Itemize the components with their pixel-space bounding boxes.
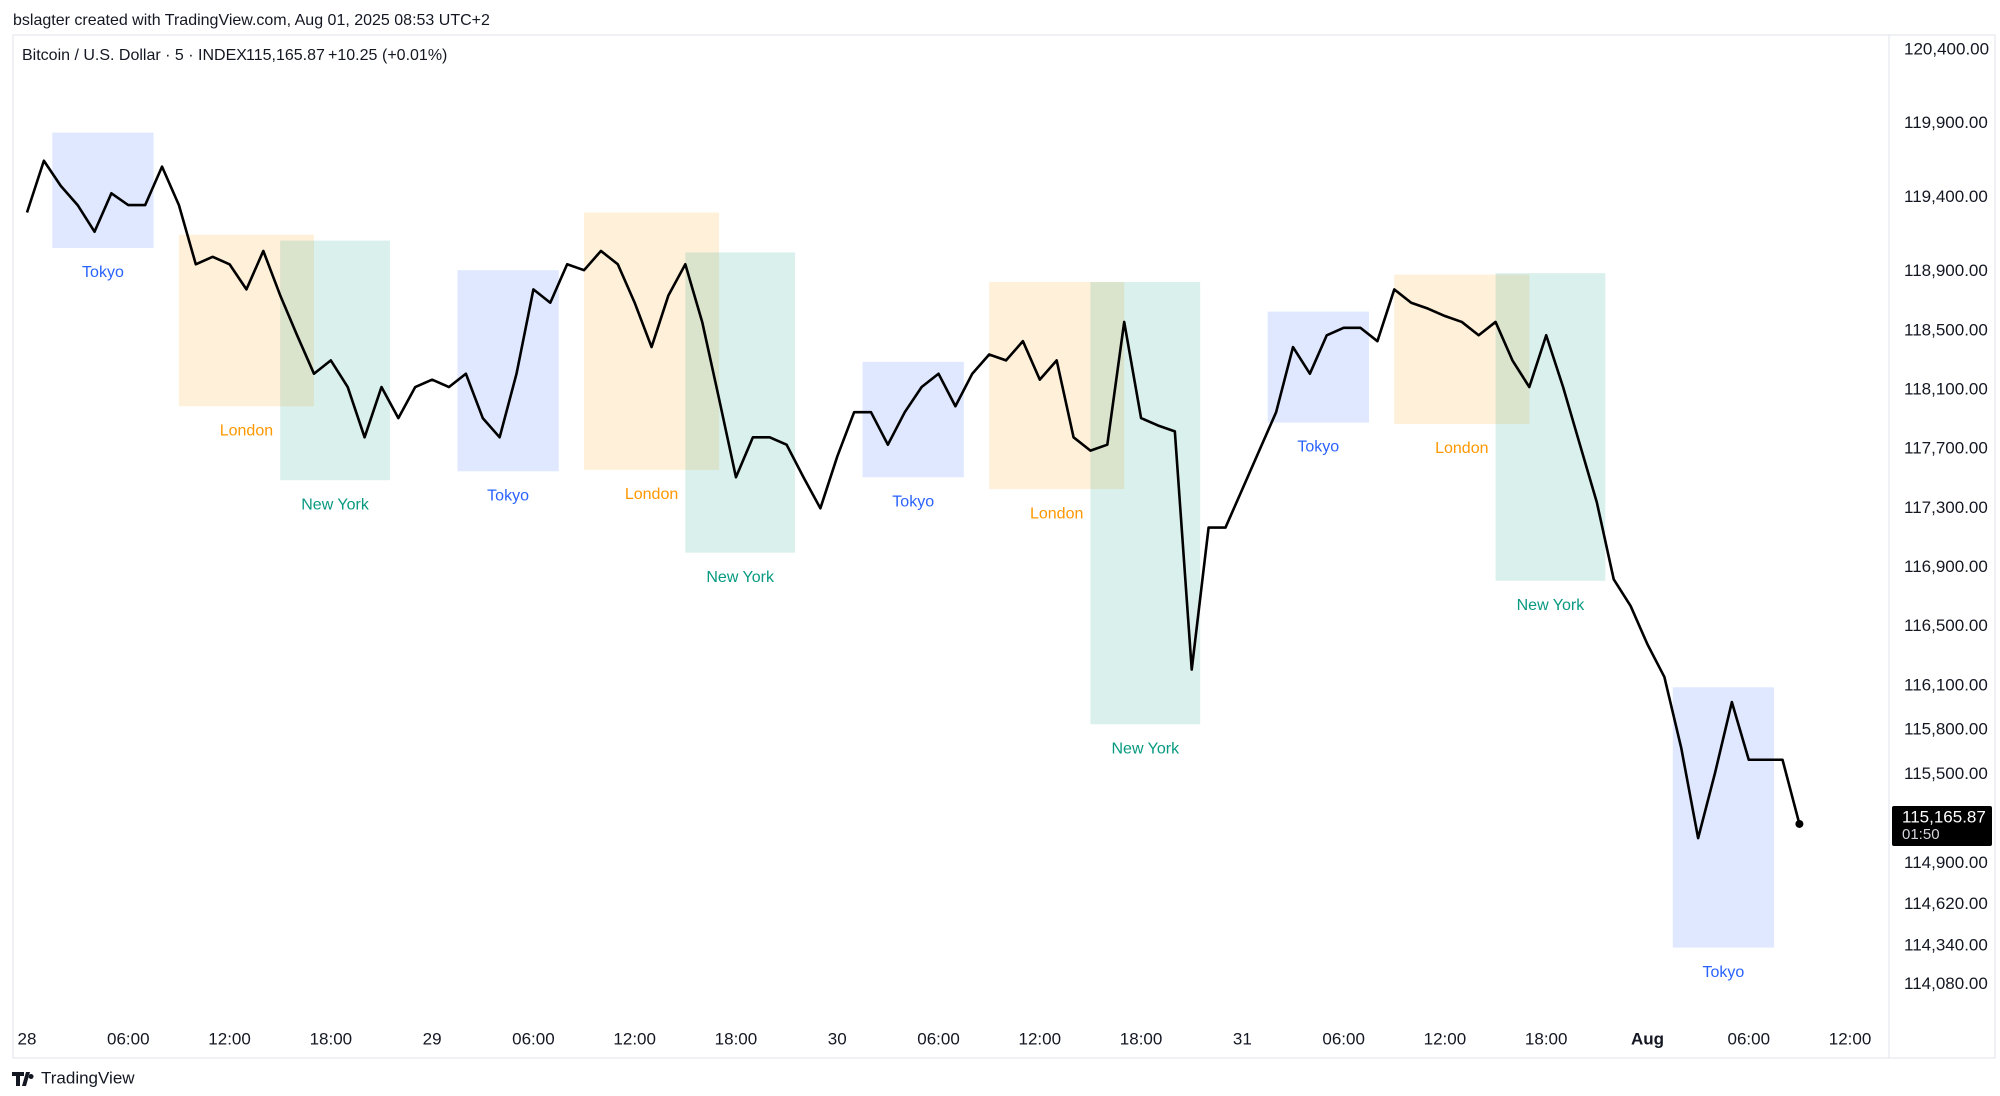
x-tick-label: 12:00 xyxy=(208,1029,251,1048)
y-tick-label: 118,100.00 xyxy=(1904,379,1988,398)
session-box xyxy=(457,270,559,472)
x-tick-label: 29 xyxy=(423,1029,442,1048)
y-tick-label: 117,700.00 xyxy=(1904,439,1988,458)
session-box xyxy=(1495,273,1606,581)
price-box xyxy=(1892,805,1992,846)
x-tick-label: 06:00 xyxy=(1322,1029,1365,1048)
y-tick-label: 114,620.00 xyxy=(1904,894,1988,913)
x-tick-label: 12:00 xyxy=(1019,1029,1062,1048)
x-tick-label: 28 xyxy=(18,1029,37,1048)
header-price: 115,165.87 xyxy=(246,47,325,64)
session-box xyxy=(280,240,390,481)
header-change-pct: (+0.01%) xyxy=(382,47,447,64)
x-tick-label: Aug xyxy=(1631,1029,1664,1048)
y-tick-label: 115,500.00 xyxy=(1904,764,1988,783)
session-label: London xyxy=(625,486,678,503)
x-tick-label: 06:00 xyxy=(1727,1029,1770,1048)
session-label: London xyxy=(220,422,273,439)
session-box xyxy=(1267,311,1369,423)
x-tick-label: 06:00 xyxy=(107,1029,150,1048)
session-box xyxy=(1672,687,1775,948)
y-tick-label: 115,800.00 xyxy=(1904,720,1988,739)
session-box xyxy=(1090,282,1201,725)
session-label: London xyxy=(1435,440,1488,457)
last-point xyxy=(1795,819,1804,828)
y-tick-label: 116,100.00 xyxy=(1904,675,1988,694)
session-label: Tokyo xyxy=(82,264,124,281)
session-label: New York xyxy=(1112,740,1181,757)
x-tick-label: 12:00 xyxy=(1424,1029,1467,1048)
x-tick-label: 31 xyxy=(1233,1029,1252,1048)
x-tick-label: 06:00 xyxy=(512,1029,555,1048)
x-tick-label: 12:00 xyxy=(613,1029,656,1048)
session-box xyxy=(52,132,154,248)
session-label: Tokyo xyxy=(1703,964,1745,981)
brand: TradingView xyxy=(41,1068,135,1087)
credit: bslagter created with TradingView.com, A… xyxy=(13,12,490,29)
y-tick-label: 114,080.00 xyxy=(1904,974,1988,993)
session-box xyxy=(685,252,796,553)
countdown: 01:50 xyxy=(1902,826,1940,843)
brand-logo xyxy=(12,1072,34,1086)
y-tick-label: 119,400.00 xyxy=(1904,187,1988,206)
session-label: London xyxy=(1030,505,1083,522)
symbol-title: Bitcoin / U.S. Dollar · 5 · INDEX xyxy=(22,47,247,64)
x-tick-label: 12:00 xyxy=(1829,1029,1872,1048)
session-label: New York xyxy=(706,569,775,586)
plot: Tokyo London New York Tokyo London New York To… xyxy=(25,132,1804,981)
session-label: Tokyo xyxy=(892,493,934,510)
session-box xyxy=(989,282,1125,490)
x-tick-label: 18:00 xyxy=(1120,1029,1163,1048)
y-tick-label: 118,900.00 xyxy=(1904,261,1988,280)
frame xyxy=(12,34,1996,1059)
y-tick-label: 118,500.00 xyxy=(1904,320,1988,339)
y-tick-label: 116,900.00 xyxy=(1904,557,1988,576)
header-change: +10.25 xyxy=(328,47,377,64)
price-box-label: 115,165.87 xyxy=(1902,807,1986,826)
price-line xyxy=(25,159,1801,840)
session-label: New York xyxy=(301,496,370,513)
y-tick-label: 120,400.00 xyxy=(1904,39,1989,58)
x-tick-label: 18:00 xyxy=(1525,1029,1568,1048)
session-box xyxy=(862,361,964,478)
x-tick-label: 06:00 xyxy=(917,1029,960,1048)
x-tick-label: 18:00 xyxy=(715,1029,758,1048)
y-tick-label: 117,300.00 xyxy=(1904,498,1988,517)
y-tick-label: 114,340.00 xyxy=(1904,936,1988,955)
y-tick-label: 114,900.00 xyxy=(1904,853,1988,872)
y-tick-label: 119,900.00 xyxy=(1904,113,1988,132)
session-label: New York xyxy=(1517,597,1586,614)
y-tick-label: 116,500.00 xyxy=(1904,616,1988,635)
session-label: Tokyo xyxy=(1297,439,1339,456)
x-tick-label: 18:00 xyxy=(310,1029,353,1048)
x-tick-label: 30 xyxy=(828,1029,847,1048)
session-label: Tokyo xyxy=(487,488,529,505)
